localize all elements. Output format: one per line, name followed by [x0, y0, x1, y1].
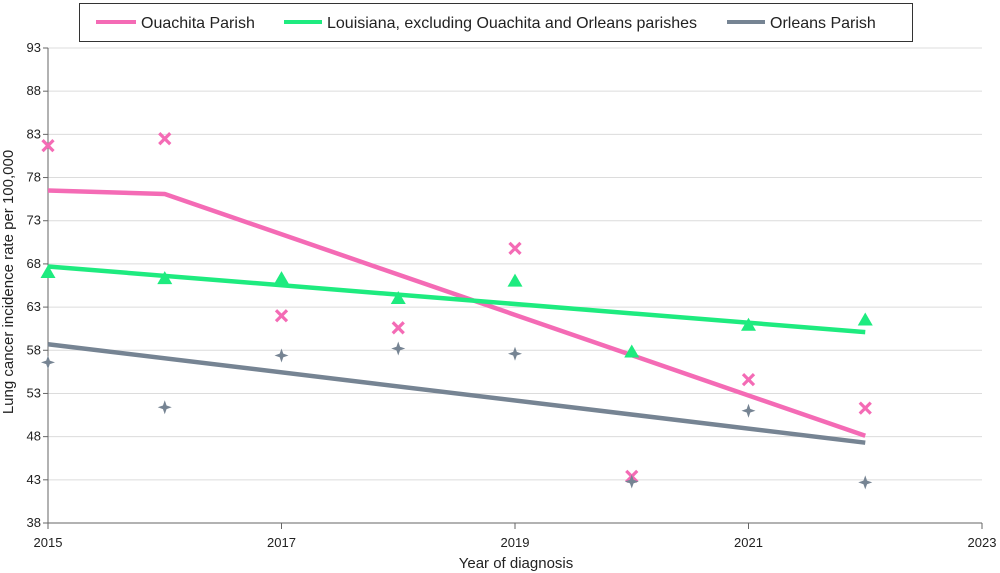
data-point-series-1 — [624, 344, 640, 358]
trend-lines — [47, 188, 866, 445]
y-tick-label: 48 — [27, 429, 41, 444]
data-markers — [40, 132, 873, 490]
data-point-series-2 — [858, 475, 873, 490]
data-point-series-2 — [41, 355, 55, 370]
x-tick-label: 2017 — [267, 535, 296, 550]
y-tick-label: 78 — [27, 170, 41, 185]
y-tick-label: 63 — [27, 299, 41, 314]
data-point-series-1 — [390, 290, 406, 304]
trend-line-series-0 — [47, 188, 866, 438]
trend-line-series-2 — [47, 341, 866, 445]
y-tick-label: 43 — [27, 472, 41, 487]
data-point-series-0 — [158, 132, 172, 146]
data-point-series-2 — [274, 348, 289, 363]
legend: Ouachita Parish Louisiana, excluding Ouac… — [79, 3, 913, 42]
y-tick-label: 58 — [27, 342, 41, 357]
y-tick-label: 83 — [27, 126, 41, 141]
data-point-series-1 — [40, 265, 56, 279]
data-point-series-1 — [274, 271, 289, 285]
data-point-series-2 — [741, 403, 756, 418]
x-tick-label: 2021 — [734, 535, 763, 550]
x-axis-title: Year of diagnosis — [459, 555, 574, 572]
data-point-series-1 — [857, 312, 873, 326]
x-tick-label: 2023 — [968, 535, 997, 550]
axes: 38 43 48 53 58 63 68 73 78 83 88 93 2015 2017 2019 2021… — [27, 40, 997, 550]
trend-line-series-1 — [47, 264, 866, 335]
data-point-series-2 — [508, 346, 522, 361]
data-point-series-0 — [274, 309, 289, 323]
y-tick-label: 93 — [27, 40, 41, 55]
data-point-series-2 — [157, 400, 172, 415]
data-point-series-0 — [41, 138, 55, 153]
data-point-series-0 — [391, 321, 405, 335]
data-point-series-2 — [624, 474, 639, 489]
legend-label-series-0: Ouachita Parish — [141, 15, 255, 32]
x-tick-label: 2015 — [34, 535, 63, 550]
data-point-series-1 — [507, 273, 523, 287]
y-tick-label: 68 — [27, 256, 41, 271]
data-point-series-0 — [858, 401, 872, 415]
data-point-series-2 — [391, 341, 406, 356]
data-point-series-0 — [741, 373, 756, 387]
x-tick-label: 2019 — [501, 535, 530, 550]
legend-label-series-2: Orleans Parish — [770, 15, 876, 32]
y-tick-label: 88 — [27, 83, 41, 98]
y-axis-title: Lung cancer incidence rate per 100,000 — [0, 150, 17, 414]
data-point-series-1 — [157, 271, 173, 285]
y-tick-label: 38 — [27, 515, 41, 530]
y-tick-label: 53 — [27, 385, 41, 400]
legend-box — [79, 3, 913, 42]
data-point-series-1 — [741, 317, 756, 331]
y-tick-label: 73 — [27, 213, 41, 228]
data-point-series-0 — [508, 241, 522, 255]
legend-label-series-1: Louisiana, excluding Ouachita and Orlean… — [327, 15, 697, 32]
